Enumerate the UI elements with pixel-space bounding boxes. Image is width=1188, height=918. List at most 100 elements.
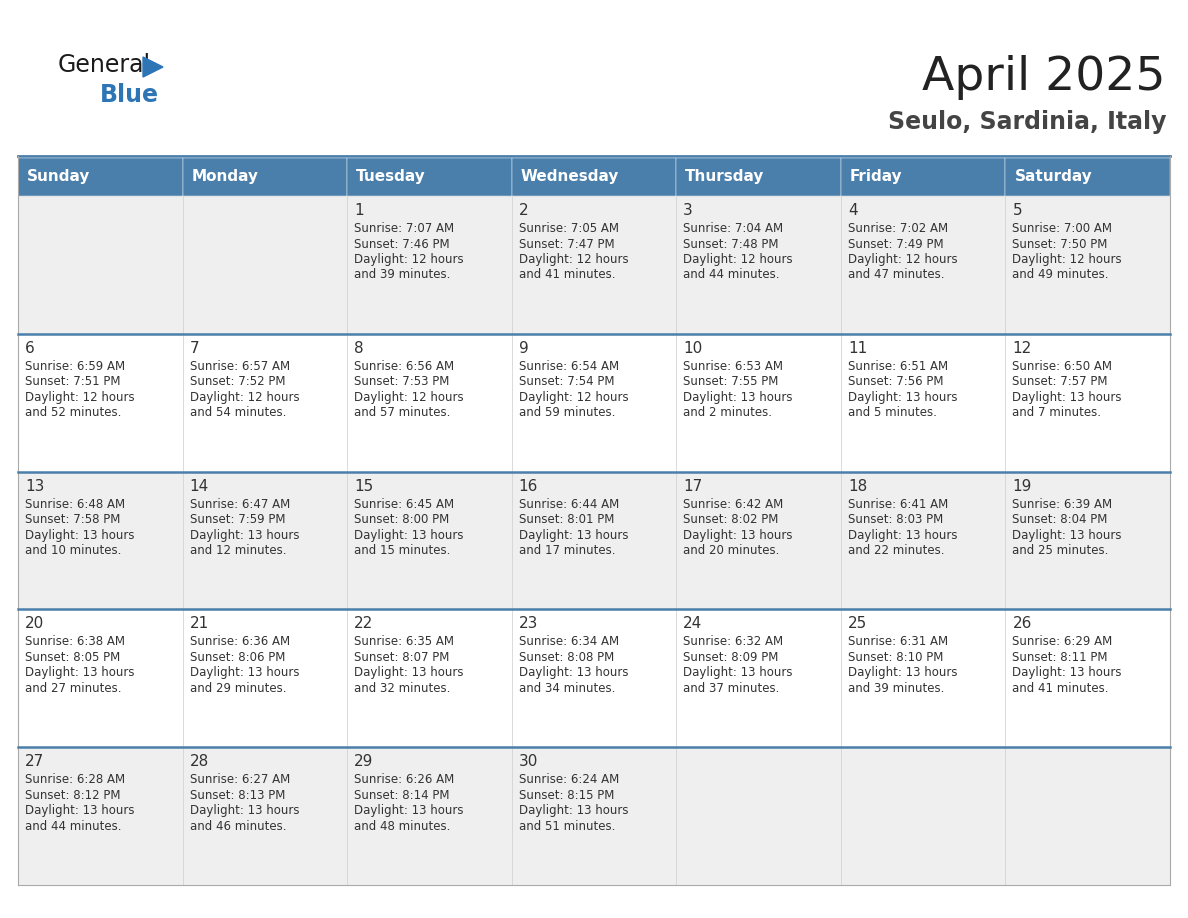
Text: Sunrise: 6:53 AM: Sunrise: 6:53 AM xyxy=(683,360,783,373)
Text: Sunrise: 7:00 AM: Sunrise: 7:00 AM xyxy=(1012,222,1112,235)
Text: Sunset: 7:53 PM: Sunset: 7:53 PM xyxy=(354,375,449,388)
Text: Sunset: 8:07 PM: Sunset: 8:07 PM xyxy=(354,651,449,664)
Text: 17: 17 xyxy=(683,478,702,494)
Text: and 39 minutes.: and 39 minutes. xyxy=(848,682,944,695)
Text: Daylight: 12 hours: Daylight: 12 hours xyxy=(848,253,958,266)
Text: Sunset: 8:10 PM: Sunset: 8:10 PM xyxy=(848,651,943,664)
Bar xyxy=(841,472,1005,610)
Text: and 12 minutes.: and 12 minutes. xyxy=(190,544,286,557)
Text: Daylight: 13 hours: Daylight: 13 hours xyxy=(683,529,792,542)
Bar xyxy=(347,196,512,334)
Text: Daylight: 12 hours: Daylight: 12 hours xyxy=(1012,253,1121,266)
Text: Sunrise: 6:47 AM: Sunrise: 6:47 AM xyxy=(190,498,290,510)
Text: and 15 minutes.: and 15 minutes. xyxy=(354,544,450,557)
Bar xyxy=(347,747,512,885)
Text: Sunrise: 6:42 AM: Sunrise: 6:42 AM xyxy=(683,498,784,510)
Text: Sunrise: 6:56 AM: Sunrise: 6:56 AM xyxy=(354,360,454,373)
Text: Daylight: 13 hours: Daylight: 13 hours xyxy=(190,529,299,542)
Text: 27: 27 xyxy=(25,755,44,769)
Text: and 51 minutes.: and 51 minutes. xyxy=(519,820,615,833)
Text: Sunrise: 6:57 AM: Sunrise: 6:57 AM xyxy=(190,360,290,373)
Text: Sunset: 8:09 PM: Sunset: 8:09 PM xyxy=(683,651,778,664)
Text: and 49 minutes.: and 49 minutes. xyxy=(1012,268,1108,282)
Text: and 48 minutes.: and 48 minutes. xyxy=(354,820,450,833)
Text: and 57 minutes.: and 57 minutes. xyxy=(354,407,450,420)
Text: and 20 minutes.: and 20 minutes. xyxy=(683,544,779,557)
Bar xyxy=(676,472,841,610)
Text: Daylight: 12 hours: Daylight: 12 hours xyxy=(190,391,299,404)
Text: General: General xyxy=(58,53,151,77)
Text: and 32 minutes.: and 32 minutes. xyxy=(354,682,450,695)
Text: 23: 23 xyxy=(519,616,538,632)
Bar xyxy=(18,472,183,610)
Text: and 44 minutes.: and 44 minutes. xyxy=(25,820,121,833)
Bar xyxy=(512,747,676,885)
Text: Daylight: 12 hours: Daylight: 12 hours xyxy=(354,391,463,404)
Bar xyxy=(1005,747,1170,885)
Text: Saturday: Saturday xyxy=(1015,170,1092,185)
Bar xyxy=(1005,196,1170,334)
Text: and 34 minutes.: and 34 minutes. xyxy=(519,682,615,695)
Text: Sunset: 7:56 PM: Sunset: 7:56 PM xyxy=(848,375,943,388)
Bar xyxy=(676,747,841,885)
Text: Sunrise: 6:44 AM: Sunrise: 6:44 AM xyxy=(519,498,619,510)
Text: Tuesday: Tuesday xyxy=(356,170,425,185)
Text: Daylight: 13 hours: Daylight: 13 hours xyxy=(683,391,792,404)
Text: Daylight: 12 hours: Daylight: 12 hours xyxy=(25,391,134,404)
Bar xyxy=(676,158,841,196)
Text: 20: 20 xyxy=(25,616,44,632)
Bar xyxy=(183,196,347,334)
Text: Sunset: 8:15 PM: Sunset: 8:15 PM xyxy=(519,789,614,801)
Text: and 46 minutes.: and 46 minutes. xyxy=(190,820,286,833)
Text: and 17 minutes.: and 17 minutes. xyxy=(519,544,615,557)
Bar xyxy=(676,334,841,472)
Text: April 2025: April 2025 xyxy=(923,55,1165,100)
Text: Sunset: 7:50 PM: Sunset: 7:50 PM xyxy=(1012,238,1107,251)
Text: Sunset: 8:03 PM: Sunset: 8:03 PM xyxy=(848,513,943,526)
Text: Daylight: 13 hours: Daylight: 13 hours xyxy=(848,529,958,542)
Text: 22: 22 xyxy=(354,616,373,632)
Text: Sunrise: 6:51 AM: Sunrise: 6:51 AM xyxy=(848,360,948,373)
Bar xyxy=(347,158,512,196)
Bar xyxy=(841,610,1005,747)
Text: Daylight: 12 hours: Daylight: 12 hours xyxy=(519,253,628,266)
Bar xyxy=(18,334,183,472)
Text: Sunrise: 6:24 AM: Sunrise: 6:24 AM xyxy=(519,773,619,786)
Bar xyxy=(1005,472,1170,610)
Text: 9: 9 xyxy=(519,341,529,356)
Text: Sunrise: 6:50 AM: Sunrise: 6:50 AM xyxy=(1012,360,1112,373)
Text: Sunset: 8:14 PM: Sunset: 8:14 PM xyxy=(354,789,449,801)
Text: and 59 minutes.: and 59 minutes. xyxy=(519,407,615,420)
Bar xyxy=(347,472,512,610)
Bar xyxy=(512,196,676,334)
Text: Sunset: 8:06 PM: Sunset: 8:06 PM xyxy=(190,651,285,664)
Text: and 44 minutes.: and 44 minutes. xyxy=(683,268,779,282)
Text: Sunset: 8:11 PM: Sunset: 8:11 PM xyxy=(1012,651,1108,664)
Text: Sunrise: 6:36 AM: Sunrise: 6:36 AM xyxy=(190,635,290,648)
Text: and 41 minutes.: and 41 minutes. xyxy=(519,268,615,282)
Text: Sunset: 7:57 PM: Sunset: 7:57 PM xyxy=(1012,375,1108,388)
Text: Sunset: 8:08 PM: Sunset: 8:08 PM xyxy=(519,651,614,664)
Text: and 22 minutes.: and 22 minutes. xyxy=(848,544,944,557)
Text: Sunrise: 6:38 AM: Sunrise: 6:38 AM xyxy=(25,635,125,648)
Text: Daylight: 13 hours: Daylight: 13 hours xyxy=(190,804,299,817)
Text: 21: 21 xyxy=(190,616,209,632)
Bar xyxy=(512,610,676,747)
Bar xyxy=(512,158,676,196)
Text: Daylight: 13 hours: Daylight: 13 hours xyxy=(1012,666,1121,679)
Text: Daylight: 13 hours: Daylight: 13 hours xyxy=(190,666,299,679)
Text: 24: 24 xyxy=(683,616,702,632)
Text: 26: 26 xyxy=(1012,616,1032,632)
Text: Sunset: 7:51 PM: Sunset: 7:51 PM xyxy=(25,375,120,388)
Text: Sunrise: 6:27 AM: Sunrise: 6:27 AM xyxy=(190,773,290,786)
Text: Sunrise: 6:54 AM: Sunrise: 6:54 AM xyxy=(519,360,619,373)
Bar xyxy=(183,610,347,747)
Text: and 39 minutes.: and 39 minutes. xyxy=(354,268,450,282)
Text: Sunset: 8:02 PM: Sunset: 8:02 PM xyxy=(683,513,778,526)
Text: Daylight: 13 hours: Daylight: 13 hours xyxy=(519,666,628,679)
Text: Friday: Friday xyxy=(849,170,903,185)
Text: and 54 minutes.: and 54 minutes. xyxy=(190,407,286,420)
Text: Sunset: 7:58 PM: Sunset: 7:58 PM xyxy=(25,513,120,526)
Text: 30: 30 xyxy=(519,755,538,769)
Text: Sunset: 8:00 PM: Sunset: 8:00 PM xyxy=(354,513,449,526)
